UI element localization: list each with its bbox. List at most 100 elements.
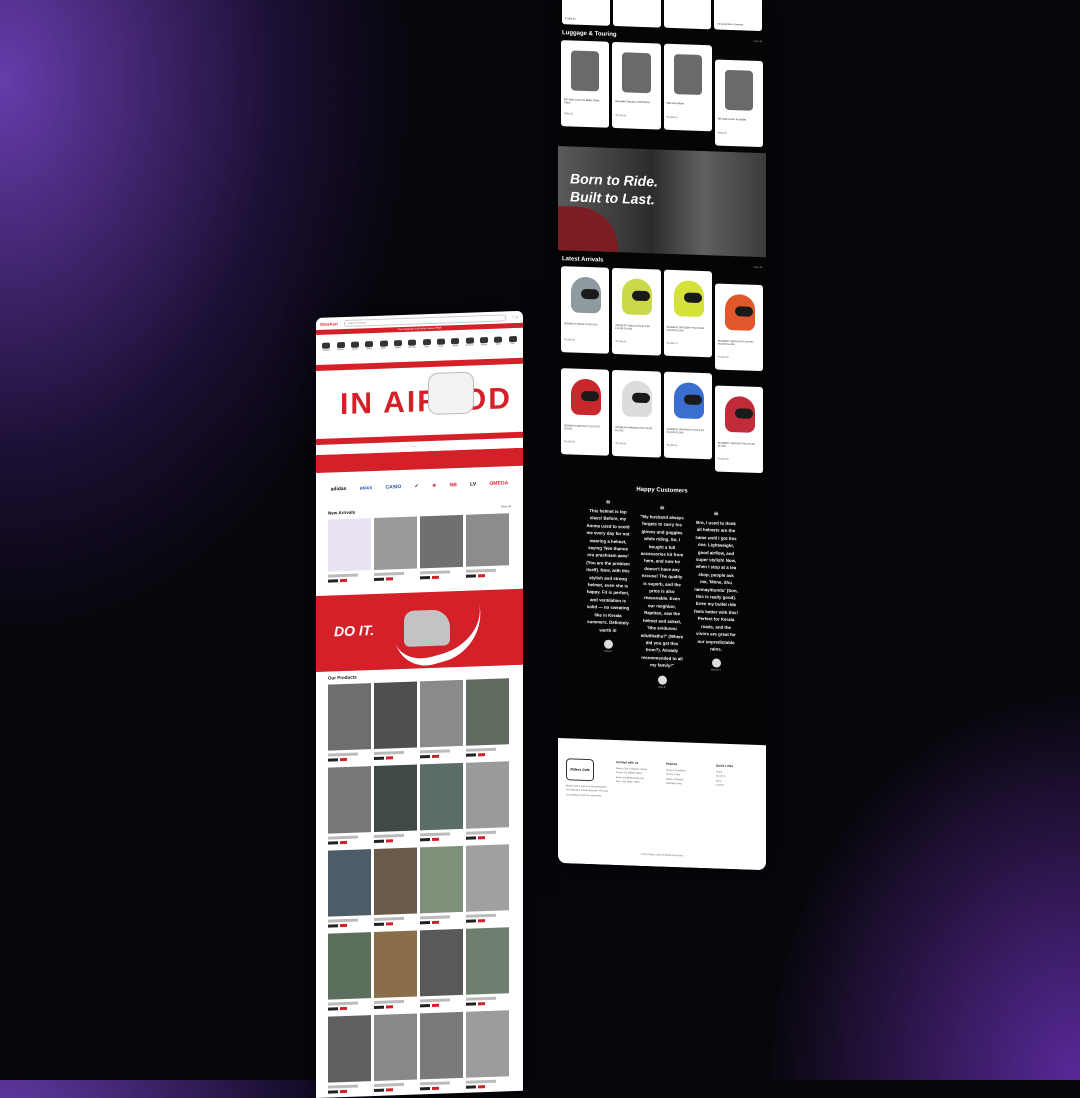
- product-card[interactable]: [612, 0, 661, 28]
- product-card[interactable]: [466, 927, 509, 1009]
- product-card[interactable]: [420, 762, 463, 845]
- product-price: [328, 840, 371, 845]
- hero-banner[interactable]: IN AIRPOD • • •: [316, 351, 523, 455]
- category-item[interactable]: Jackets: [478, 336, 490, 346]
- airpods-image: [428, 371, 474, 416]
- category-item[interactable]: Shirts: [492, 335, 504, 345]
- price-amount: [420, 1087, 430, 1091]
- category-item[interactable]: Perfume: [464, 336, 476, 346]
- promo-banner[interactable]: DO IT.: [316, 588, 523, 674]
- category-item[interactable]: Gifts: [507, 335, 519, 345]
- footer-logo[interactable]: Riders Cafe: [566, 758, 594, 782]
- product-card[interactable]: RE Tank Cover for Bullet (Tank Type) ₹999…: [561, 40, 610, 128]
- brand-logo[interactable]: CASIO: [385, 484, 402, 491]
- brand-logo[interactable]: adidas: [330, 485, 347, 493]
- view-all-link[interactable]: View all: [500, 504, 511, 509]
- product-price: ₹999.00: [564, 112, 573, 116]
- product-name: [374, 1082, 405, 1087]
- product-image: [466, 844, 509, 912]
- product-name: SEGMENT VISUAL D3 GLOSS: [564, 322, 598, 327]
- category-item[interactable]: Sports: [349, 341, 361, 350]
- category-item[interactable]: Formal: [335, 341, 347, 351]
- product-name: [328, 752, 359, 757]
- product-card[interactable]: [466, 761, 509, 843]
- product-card[interactable]: [420, 514, 463, 583]
- product-image: [466, 678, 509, 746]
- category-item[interactable]: Sneakers: [320, 342, 332, 351]
- store-logo[interactable]: ShoeKart: [320, 320, 338, 327]
- product-card[interactable]: [328, 932, 371, 1014]
- rider-banner[interactable]: Born to Ride. Built to Last.: [558, 146, 766, 258]
- product-card[interactable]: [328, 849, 371, 931]
- product-card[interactable]: [663, 0, 712, 30]
- helmet-card[interactable]: SEGMENT ARROWS PYLOTS R3 GLOSS ₹4,990.00: [612, 369, 661, 458]
- category-label: Belts: [381, 347, 386, 350]
- product-card[interactable]: [420, 679, 463, 762]
- helmet-card[interactable]: SEGMENT SWITCH PYLOTS R3 GLOSS ₹4,990.00: [561, 368, 610, 456]
- testimonial-author: Anju R: [658, 686, 666, 689]
- brand-logo[interactable]: OMEGA: [489, 480, 509, 487]
- footer-link[interactable]: Shipping Policy: [666, 782, 682, 786]
- product-price: [374, 1004, 417, 1009]
- product-card[interactable]: [374, 516, 417, 584]
- product-card[interactable]: Side Box (Pair) ₹3,999.00: [663, 43, 712, 132]
- product-card[interactable]: [328, 766, 371, 848]
- product-card[interactable]: [374, 1013, 417, 1095]
- footer-heading: Quick Links: [716, 763, 734, 769]
- footer-quick-links: Quick Links Home About Us Shop Contact: [716, 764, 760, 805]
- product-image: [420, 845, 463, 914]
- product-name: SEGMENT SPEEDER PYLOTS R3 FLOUR GLOSS: [666, 325, 705, 333]
- brand-logo[interactable]: NB: [449, 482, 457, 489]
- brand-logo[interactable]: asics: [359, 485, 373, 492]
- sneaker-image: [404, 609, 450, 647]
- product-card[interactable]: [420, 928, 463, 1011]
- brand-logo[interactable]: LV: [470, 481, 477, 488]
- product-image: [374, 930, 417, 998]
- product-card[interactable]: Monokini Topcase (TOP BOX) ₹4,850.00: [612, 41, 661, 130]
- product-card[interactable]: [328, 683, 371, 765]
- product-card[interactable]: [466, 513, 509, 581]
- brand-logo[interactable]: ★: [431, 482, 437, 489]
- product-card[interactable]: [374, 930, 417, 1012]
- banner-line-2: Built to Last.: [570, 188, 655, 208]
- product-card[interactable]: [374, 847, 417, 929]
- helmet-card[interactable]: SEGMENT VISUAL PYLOTS R3 FLOUR GLOSS ₹4,9…: [612, 267, 661, 356]
- product-card[interactable]: [466, 678, 509, 760]
- product-card[interactable]: [420, 1011, 463, 1094]
- category-item[interactable]: Wallets: [392, 339, 404, 349]
- footer-link[interactable]: Contact: [716, 784, 724, 788]
- category-item[interactable]: Slides: [363, 340, 375, 350]
- carousel-dots[interactable]: • • •: [411, 444, 416, 449]
- category-item[interactable]: Watches: [406, 338, 418, 348]
- product-card[interactable]: ₹1,850.00: [562, 0, 610, 26]
- category-item[interactable]: Belts: [378, 340, 390, 349]
- header-icons[interactable]: ♡ 🛒: [511, 314, 519, 320]
- view-all-link[interactable]: View all: [753, 39, 762, 44]
- product-card[interactable]: [374, 764, 417, 846]
- riders-store-mockup: ₹1,850.00 Universal Mirror Extender Lugga…: [558, 0, 766, 871]
- helmet-card[interactable]: SEGMENT VANTAGE PYLOTS R3 FLOUR GLOSS ₹4,…: [663, 371, 712, 460]
- discount-badge: [478, 919, 485, 923]
- view-all-link[interactable]: View all: [753, 265, 762, 270]
- luggage-row: RE Tank Cover for Bullet (Tank Type) ₹999…: [558, 40, 766, 148]
- product-card[interactable]: RE Tank Cover for Bullet ₹999.00: [714, 59, 763, 148]
- product-card[interactable]: [328, 1015, 371, 1097]
- product-price: [328, 923, 371, 928]
- category-item[interactable]: Bags: [435, 337, 447, 347]
- product-card[interactable]: [420, 845, 463, 928]
- footer-link[interactable]: Mon - Sat 10AM - 8PM: [616, 781, 640, 785]
- helmet-card[interactable]: SEGMENT VANTAGE PYLOTS R3 GLOSS ₹4,990.00: [714, 385, 763, 474]
- helmet-card[interactable]: SEGMENT VISUAL D3 GLOSS ₹4,990.00: [561, 266, 610, 354]
- category-item[interactable]: Caps: [421, 338, 433, 348]
- category-item[interactable]: Socks: [449, 337, 461, 347]
- discount-badge: [340, 757, 347, 762]
- product-card[interactable]: [374, 681, 417, 763]
- product-card[interactable]: [328, 518, 371, 586]
- product-image: [374, 1013, 417, 1081]
- helmet-card[interactable]: SEGMENT SWITCH PYLOTS R3 FLOUR GLOSS ₹4,9…: [714, 283, 763, 372]
- helmet-card[interactable]: SEGMENT SPEEDER PYLOTS R3 FLOUR GLOSS ₹4,…: [663, 269, 712, 358]
- product-card[interactable]: Universal Mirror Extender: [714, 0, 762, 32]
- product-card[interactable]: [466, 844, 509, 926]
- product-price: ₹4,990.00: [564, 338, 575, 342]
- brand-logo[interactable]: ✓: [414, 483, 419, 490]
